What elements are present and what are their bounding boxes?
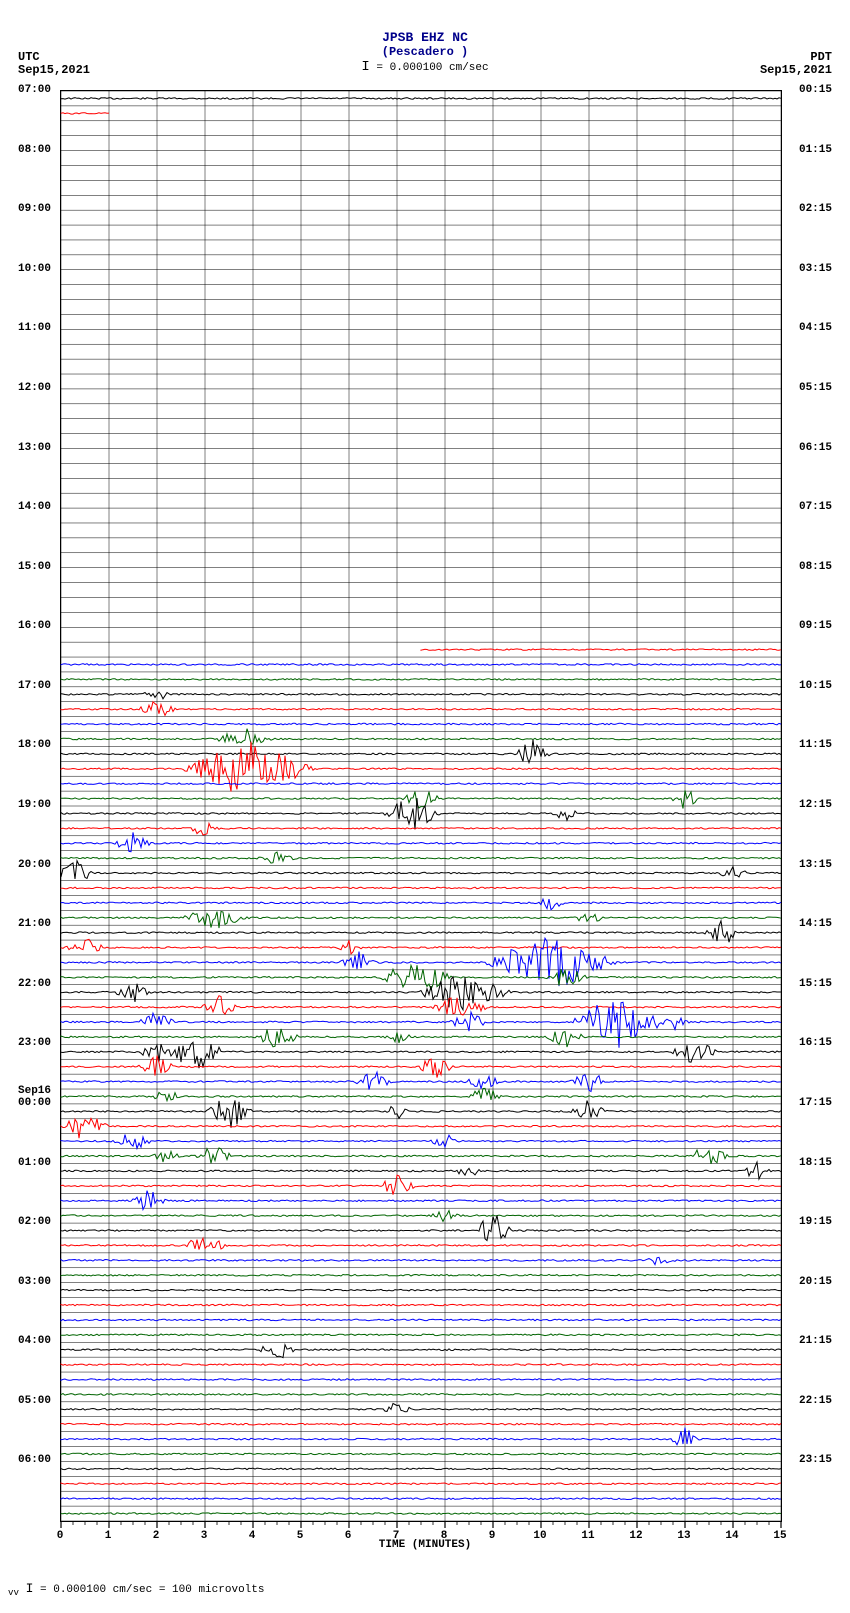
seismogram-container: JPSB EHZ NC (Pescadero ) I = 0.000100 cm… (0, 0, 850, 1613)
hour-label-right: 22:15 (799, 1395, 832, 1407)
hour-label-left: 23:00 (18, 1037, 51, 1049)
hour-label-left: 09:00 (18, 203, 51, 215)
hour-label-left: 15:00 (18, 561, 51, 573)
hour-label-left: 11:00 (18, 322, 51, 334)
hour-label-right: 03:15 (799, 263, 832, 275)
xaxis-label: TIME (MINUTES) (0, 1539, 850, 1551)
hour-label-right: 06:15 (799, 442, 832, 454)
hour-label-right: 09:15 (799, 620, 832, 632)
hour-label-right: 21:15 (799, 1335, 832, 1347)
footer-scale: vv I = 0.000100 cm/sec = 100 microvolts (8, 1581, 264, 1598)
hour-label-left: 08:00 (18, 144, 51, 156)
hour-label-right: 00:15 (799, 84, 832, 96)
hour-label-right: 23:15 (799, 1454, 832, 1466)
hour-label-left: 00:00 (18, 1097, 51, 1109)
date-right-label: Sep15,2021 (760, 63, 832, 77)
hour-label-right: 08:15 (799, 561, 832, 573)
hour-label-right: 04:15 (799, 322, 832, 334)
hour-label-left: 02:00 (18, 1216, 51, 1228)
plot-area (60, 90, 782, 1522)
hour-label-right: 14:15 (799, 918, 832, 930)
hour-label-right: 12:15 (799, 799, 832, 811)
hour-label-right: 07:15 (799, 501, 832, 513)
hour-label-left: 01:00 (18, 1157, 51, 1169)
hour-label-left: 19:00 (18, 799, 51, 811)
hour-label-left: 06:00 (18, 1454, 51, 1466)
hour-label-right: 13:15 (799, 859, 832, 871)
hour-label-right: 10:15 (799, 680, 832, 692)
hour-label-left: 16:00 (18, 620, 51, 632)
hour-label-left: 17:00 (18, 680, 51, 692)
hour-label-left: 03:00 (18, 1276, 51, 1288)
hour-label-left: 07:00 (18, 84, 51, 96)
hour-label-right: 15:15 (799, 978, 832, 990)
station-location: (Pescadero ) (0, 45, 850, 59)
hour-label-right: 11:15 (799, 739, 832, 751)
hour-label-left: 21:00 (18, 918, 51, 930)
hour-label-left: 14:00 (18, 501, 51, 513)
traces-svg (61, 91, 781, 1521)
hour-label-right: 02:15 (799, 203, 832, 215)
hour-label-right: 17:15 (799, 1097, 832, 1109)
hour-label-left: 13:00 (18, 442, 51, 454)
hour-label-right: 19:15 (799, 1216, 832, 1228)
tz-left-label: UTC (18, 50, 40, 64)
scale-bar: I = 0.000100 cm/sec (0, 59, 850, 75)
tz-right-label: PDT (810, 50, 832, 64)
hour-label-right: 18:15 (799, 1157, 832, 1169)
hour-label-right: 16:15 (799, 1037, 832, 1049)
header: JPSB EHZ NC (Pescadero ) I = 0.000100 cm… (0, 30, 850, 75)
hour-label-right: 05:15 (799, 382, 832, 394)
hour-label-left: 04:00 (18, 1335, 51, 1347)
hour-label-left: 20:00 (18, 859, 51, 871)
hour-label-right: 20:15 (799, 1276, 832, 1288)
date-left-label: Sep15,2021 (18, 63, 90, 77)
hour-label-left: 12:00 (18, 382, 51, 394)
date-marker: Sep16 (18, 1085, 51, 1097)
hour-label-right: 01:15 (799, 144, 832, 156)
station-id: JPSB EHZ NC (0, 30, 850, 45)
hour-label-left: 22:00 (18, 978, 51, 990)
hour-label-left: 10:00 (18, 263, 51, 275)
hour-label-left: 05:00 (18, 1395, 51, 1407)
hour-label-left: 18:00 (18, 739, 51, 751)
